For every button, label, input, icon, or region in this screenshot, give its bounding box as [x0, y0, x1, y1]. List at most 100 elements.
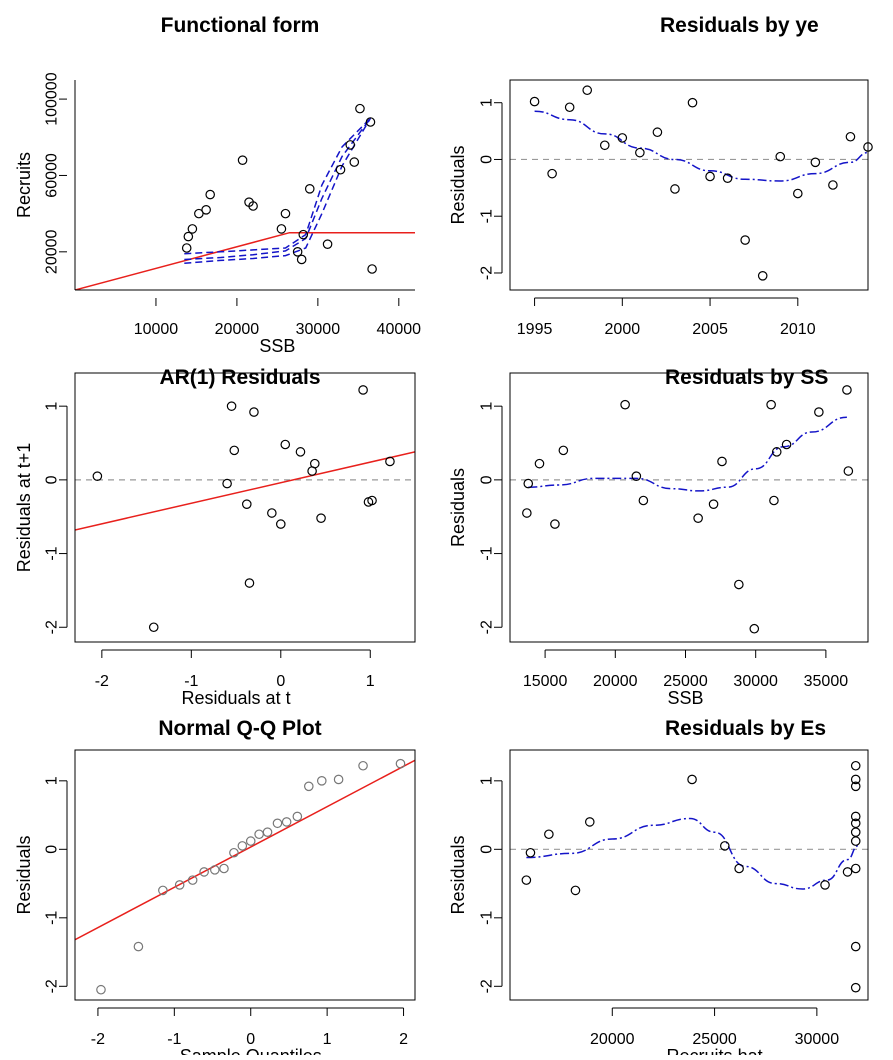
- residuals-by-ssb-point: [522, 508, 532, 518]
- normal-qq-y-tick-label: -2: [44, 979, 61, 993]
- residuals-by-year-title: Residuals by ye: [660, 14, 819, 37]
- functional-form-x-label: SSB: [259, 336, 295, 356]
- normal-qq-point: [272, 818, 283, 829]
- residuals-by-ssb-plot-frame: [509, 372, 869, 643]
- residuals-by-estimated-point: [850, 774, 861, 785]
- normal-qq-x-tick-label: 0: [246, 1031, 255, 1048]
- ar1-residuals-point: [229, 445, 240, 456]
- residuals-by-estimated-smooth-line: [526, 817, 859, 890]
- residuals-by-estimated-point: [850, 863, 861, 874]
- ar1-residuals-point: [309, 458, 320, 469]
- residuals-by-ssb-x-tick-label: 20000: [593, 673, 638, 690]
- functional-form-point: [276, 224, 287, 234]
- residuals-by-estimated-y-tick-label: -2: [479, 979, 496, 993]
- residuals-by-estimated-x-label: Recruits hat: [667, 1046, 763, 1055]
- ar1-residuals-point: [358, 385, 368, 395]
- ar1-residuals-point: [222, 478, 232, 489]
- residuals-by-ssb-point: [550, 519, 560, 529]
- functional-form-point: [201, 205, 211, 215]
- normal-qq-point: [229, 847, 239, 858]
- residuals-by-ssb-point: [814, 407, 824, 417]
- residuals-by-estimated-y-tick-label: -1: [479, 911, 496, 925]
- functional-form-point: [367, 264, 377, 274]
- ar1-residuals-point: [385, 456, 395, 467]
- ar1-residuals-y-tick-label: 0: [44, 475, 61, 484]
- residuals-by-estimated-y-tick-label: 0: [479, 845, 496, 854]
- residuals-by-ssb-point: [781, 439, 792, 450]
- functional-form-y-tick-label: 60000: [44, 153, 61, 198]
- functional-form-panel: Functional form 10000 20000 30000 40000 20000…: [14, 14, 421, 356]
- residuals-by-year-point: [845, 131, 856, 142]
- ar1-residuals-point: [241, 499, 252, 509]
- residuals-by-estimated-point: [584, 817, 595, 827]
- ar1-residuals-point: [249, 407, 259, 417]
- residuals-by-ssb-point: [620, 399, 630, 410]
- residuals-by-year-point: [635, 147, 645, 158]
- residuals-by-year-x-tick-label: 2000: [605, 321, 641, 338]
- ar1-residuals-point: [148, 622, 159, 633]
- ar1-residuals-point: [275, 519, 286, 529]
- normal-qq-point: [303, 781, 314, 792]
- residuals-by-ssb-plot-area: [510, 416, 868, 492]
- residuals-by-estimated-point: [525, 847, 536, 858]
- residuals-by-year-point: [670, 184, 680, 194]
- residuals-by-estimated-point: [850, 760, 861, 771]
- residuals-by-year-point: [529, 96, 540, 107]
- functional-form-point: [248, 201, 258, 211]
- residuals-by-ssb-x-label: SSB: [667, 688, 703, 708]
- residuals-by-ssb-x-tick-label: 30000: [733, 673, 778, 690]
- residuals-by-estimated-point: [820, 880, 830, 890]
- normal-qq-x-tick-label: 2: [399, 1031, 408, 1048]
- residuals-by-ssb-point: [766, 399, 776, 410]
- functional-form-point: [298, 229, 309, 240]
- normal-qq-y-tick-label: -1: [44, 911, 61, 925]
- normal-qq-x-tick-label: 1: [323, 1031, 332, 1048]
- functional-form-point: [187, 224, 198, 234]
- functional-form-point: [322, 239, 333, 249]
- residuals-by-year-point: [599, 140, 610, 151]
- residuals-by-ssb-point: [734, 579, 744, 590]
- ar1-residuals-plot-area: [75, 451, 415, 531]
- residuals-by-year-point: [775, 151, 786, 162]
- functional-form-point: [194, 208, 204, 219]
- normal-qq-x-tick-label: -2: [91, 1031, 105, 1048]
- ar1-residuals-point: [316, 513, 326, 523]
- residuals-by-year-smooth-line: [534, 110, 868, 182]
- functional-form-point: [349, 157, 360, 167]
- residuals-by-estimated-x-tick-label: 20000: [590, 1031, 635, 1048]
- residuals-by-year-y-tick-label: 0: [479, 155, 496, 164]
- residuals-by-estimated-x-tick-label: 30000: [795, 1031, 840, 1048]
- residuals-by-year-point: [687, 97, 698, 108]
- ar1-residuals-x-label: Residuals at t: [182, 688, 291, 708]
- ar1-residuals-x-tick-label: -1: [184, 673, 198, 690]
- normal-qq-point: [174, 880, 185, 890]
- normal-qq-point: [292, 811, 303, 822]
- residuals-by-year-x-tick-label: 2010: [780, 321, 816, 338]
- residuals-by-estimated-y-tick-label: 1: [479, 776, 496, 785]
- ar1-residuals-panel: AR(1) Residuals -2 -1 0 1 -2 -1 0 1 Residuals at …: [14, 366, 416, 708]
- residuals-by-ssb-point: [717, 456, 727, 467]
- residuals-by-estimated-point: [687, 774, 697, 785]
- normal-qq-point: [96, 984, 106, 995]
- residuals-by-ssb-x-tick-label: 25000: [663, 673, 708, 690]
- residuals-by-ssb-point: [534, 458, 545, 469]
- ar1-residuals-point: [267, 508, 277, 518]
- normal-qq-point: [210, 865, 220, 875]
- functional-form-y-tick-label: 20000: [44, 229, 61, 274]
- residuals-by-ssb-title: Residuals by SS: [665, 366, 828, 389]
- normal-qq-point: [199, 867, 209, 877]
- normal-qq-point: [358, 760, 368, 771]
- ar1-residuals-y-label: Residuals at t+1: [14, 443, 34, 573]
- residuals-by-estimated-point: [719, 841, 730, 851]
- ar1-residuals-point: [226, 401, 237, 411]
- residuals-by-year-panel: Residuals by ye 1995 2000 2005 2010 -2 -1 0 1 Res…: [448, 14, 873, 338]
- normal-qq-point: [187, 875, 198, 885]
- residuals-by-year-point: [793, 188, 803, 199]
- ar1-residuals-plot-frame: [74, 372, 416, 643]
- residuals-by-year-point: [828, 180, 838, 190]
- normal-qq-fit-line: [75, 759, 415, 941]
- residuals-by-year-point: [617, 133, 628, 143]
- residuals-by-ssb-point: [708, 499, 719, 509]
- normal-qq-point: [133, 941, 144, 952]
